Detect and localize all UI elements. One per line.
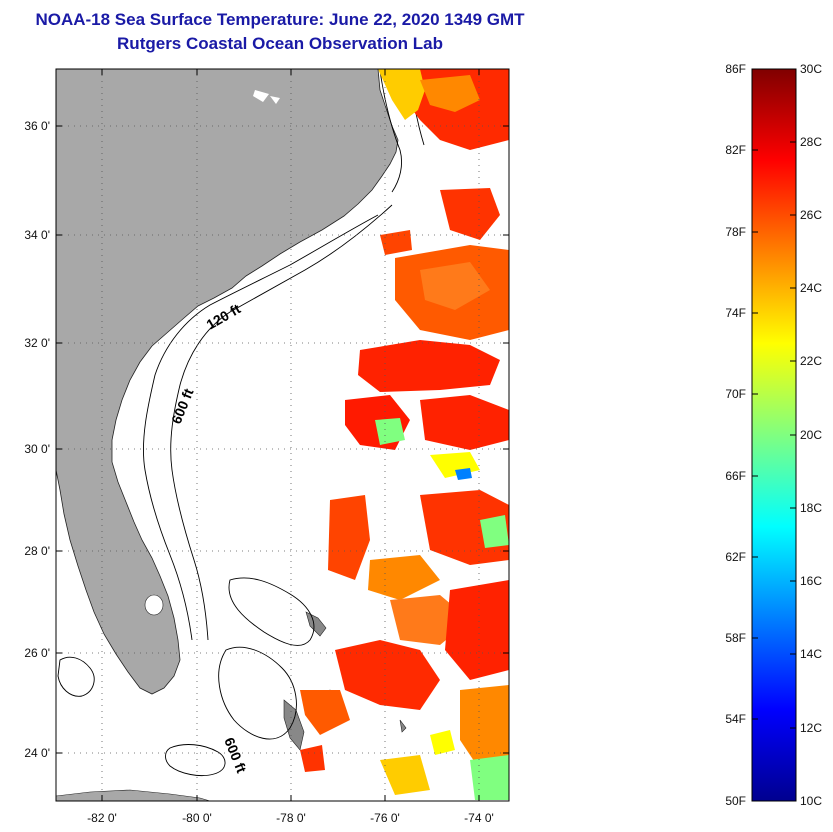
map-frame: [55, 68, 510, 802]
colorbar-f-label: 78F: [725, 225, 746, 239]
axis-ticks: [56, 69, 509, 801]
lon-label: -82 0': [87, 811, 117, 825]
lon-label: -74 0': [464, 811, 494, 825]
colorbar-f-label: 58F: [725, 631, 746, 645]
sst-data-layer: [300, 69, 509, 800]
colorbar-f-label: 66F: [725, 469, 746, 483]
latitude-labels: 36 0' 34 0' 32 0' 30 0' 28 0' 26 0' 24 0…: [24, 119, 50, 760]
colorbar-c-label: 18C: [800, 501, 822, 515]
lake-okeechobee: [144, 594, 164, 616]
colorbar-gradient: [751, 68, 797, 802]
map-panel: 120 ft 600 ft 600 ft: [56, 69, 509, 801]
colorbar-f-label: 50F: [725, 794, 746, 808]
temperature-colorbar: 86F 82F 78F 74F 70F 66F 62F 58F 54F 50F …: [725, 62, 822, 808]
colorbar-c-label: 28C: [800, 135, 822, 149]
map-subtitle: Rutgers Coastal Ocean Observation Lab: [117, 34, 443, 53]
lat-label: 36 0': [24, 119, 50, 133]
colorbar-c-label: 26C: [800, 208, 822, 222]
colorbar-f-label: 86F: [725, 62, 746, 76]
lat-label: 26 0': [24, 646, 50, 660]
colorbar-c-label: 20C: [800, 428, 822, 442]
lat-label: 28 0': [24, 544, 50, 558]
lat-label: 30 0': [24, 442, 50, 456]
colorbar-c-label: 12C: [800, 721, 822, 735]
colorbar-c-label: 14C: [800, 647, 822, 661]
lat-label: 32 0': [24, 336, 50, 350]
land-us-southeast: [56, 69, 399, 695]
colorbar-f-label: 54F: [725, 712, 746, 726]
colorbar-f-label: 62F: [725, 550, 746, 564]
colorbar-f-label: 70F: [725, 387, 746, 401]
map-title: NOAA-18 Sea Surface Temperature: June 22…: [35, 10, 525, 29]
colorbar-f-label: 74F: [725, 306, 746, 320]
lat-label: 34 0': [24, 228, 50, 242]
colorbar-c-label: 16C: [800, 574, 822, 588]
colorbar-f-label: 82F: [725, 143, 746, 157]
colorbar-c-label: 10C: [800, 794, 822, 808]
lon-label: -76 0': [370, 811, 400, 825]
longitude-labels: -82 0' -80 0' -78 0' -76 0' -74 0': [87, 811, 494, 825]
lon-label: -80 0': [182, 811, 212, 825]
colorbar-c-label: 30C: [800, 62, 822, 76]
lat-label: 24 0': [24, 746, 50, 760]
lon-label: -78 0': [276, 811, 306, 825]
colorbar-ticks: [752, 141, 796, 729]
colorbar-c-label: 22C: [800, 354, 822, 368]
graticule: [56, 69, 509, 801]
colorbar-c-label: 24C: [800, 281, 822, 295]
inland-lakes: [253, 90, 280, 104]
